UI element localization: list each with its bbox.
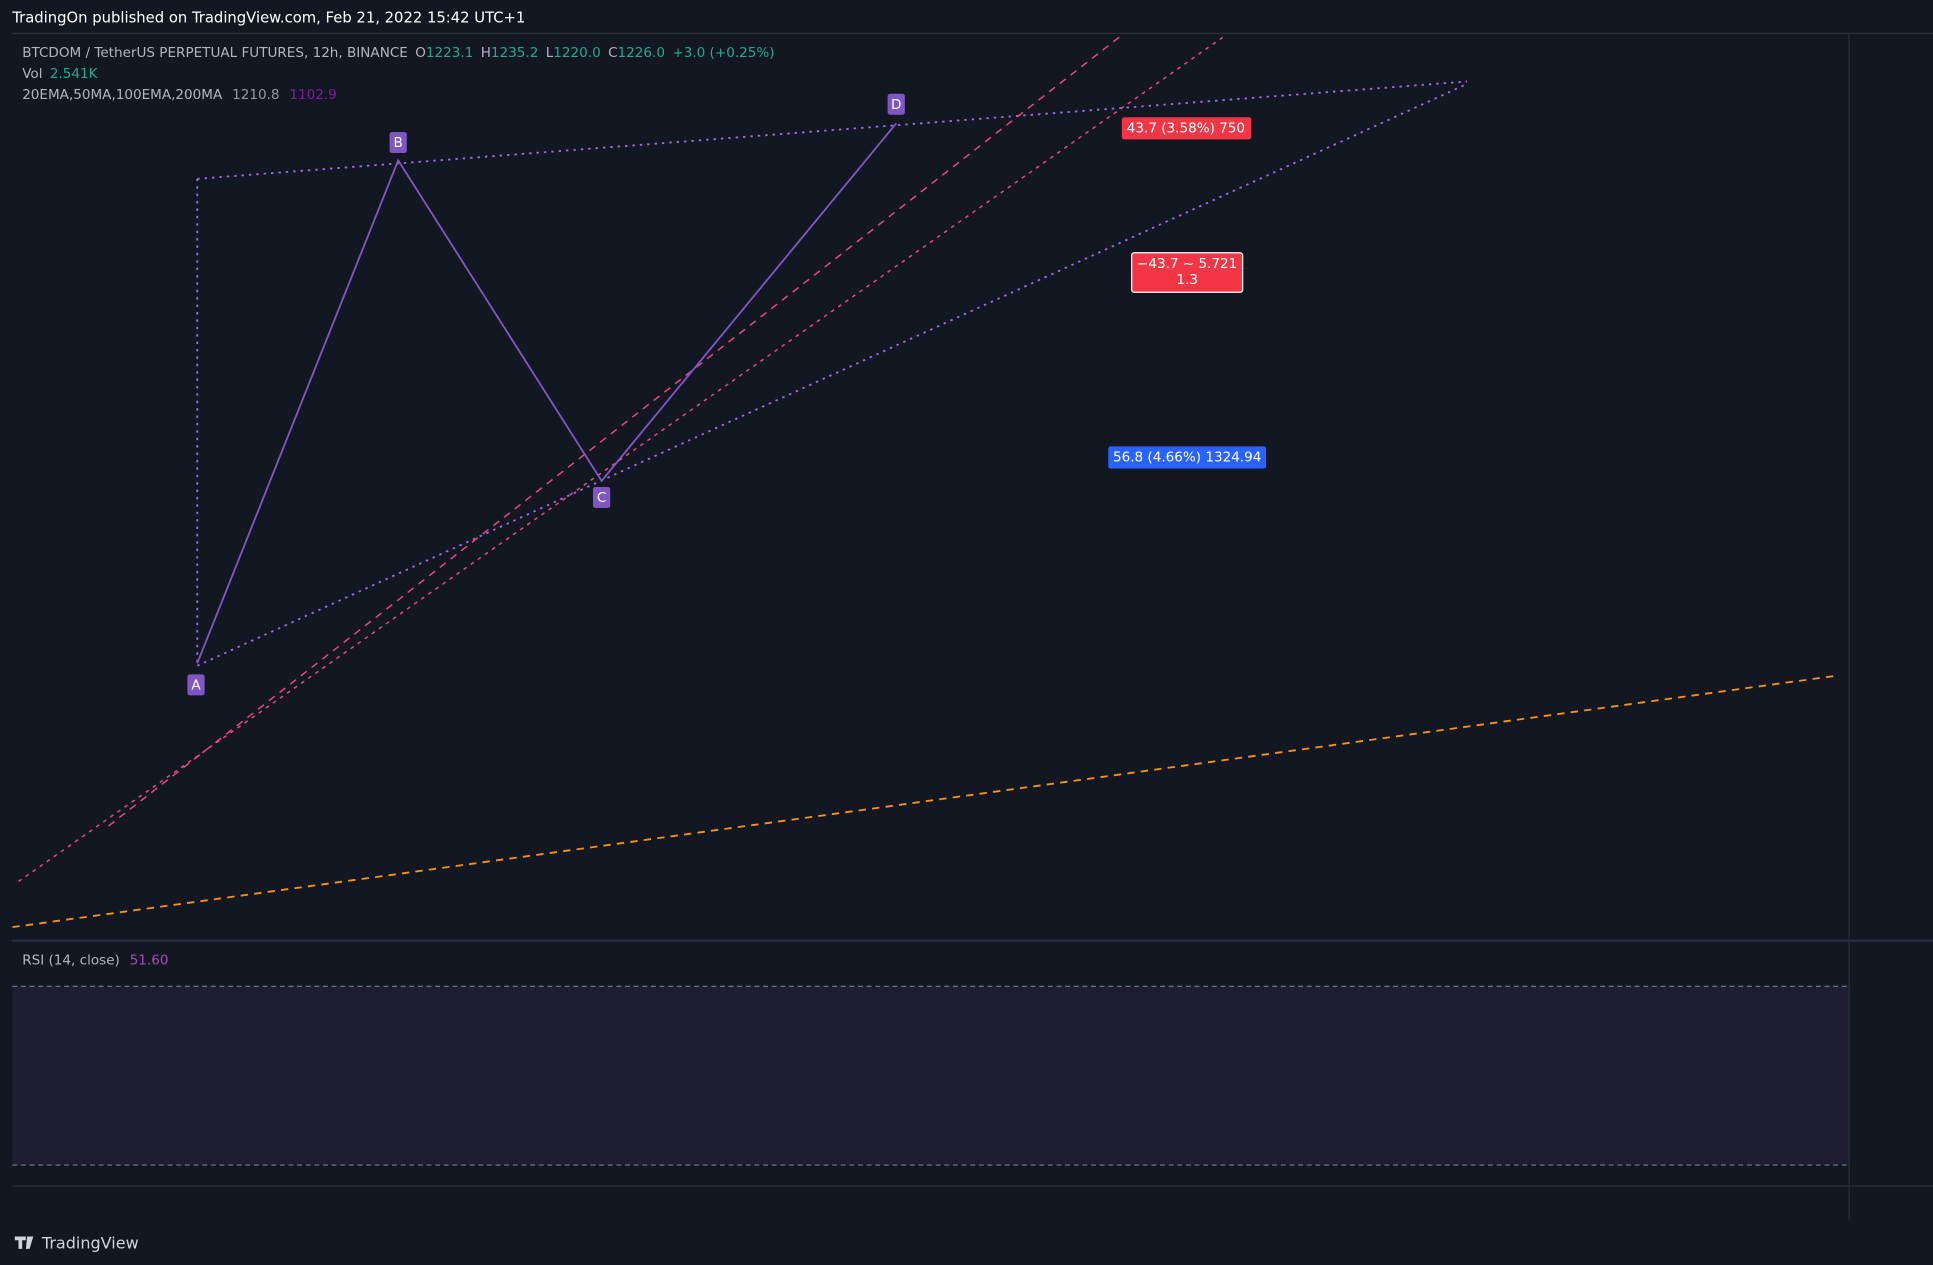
ohlc-value: 1235.2 [491,45,538,61]
trend-line [12,674,1837,929]
ohlc-key: C [608,45,617,61]
symbol: BTCDOM / TetherUS PERPETUAL FUTURES, 12h… [22,45,408,61]
ma-value: 1210.8 [232,87,279,103]
pattern-label: C [597,490,606,506]
label-box [1108,446,1267,469]
stop-label: 43.7 (3.58%) 750 [1127,120,1245,136]
ratio-label: 1.3 [1176,272,1198,288]
pattern-label: B [394,135,403,151]
trend-line [197,80,1468,180]
pattern-point [887,93,905,115]
ohlc-value: 1226.0 [618,45,665,61]
publisher: TradingOn published on TradingView.com, … [11,10,525,27]
ohlc-value: 1223.1 [426,45,473,61]
rsi-legend: RSI (14, close) 51.60 [22,952,168,968]
risk-label: −43.7 ~ 5.721 [1137,256,1237,272]
ma-value: 1102.9 [289,87,336,103]
volume-value: 2.541K [50,66,99,82]
pattern-label: D [891,97,901,113]
pattern-label: A [191,678,201,694]
rsi-band [12,986,1850,1166]
ohlc-key: L [546,45,554,61]
ohlc-key: O [415,45,426,61]
pattern-point [592,487,611,508]
rsi-value: 51.60 [130,952,169,968]
pattern-labels: A B C D [187,93,905,696]
footer: TradingView [14,1233,139,1252]
label-box [1121,117,1252,140]
volume-legend: Vol 2.541K [22,66,98,82]
brand: TradingView [41,1233,139,1252]
ma-name: 20EMA,50MA,100EMA,200MA [22,87,223,103]
ohlc-change: +3.0 (+0.25%) [672,45,774,61]
ohlc-value: 1220.0 [553,45,600,61]
ma-legend: 20EMA,50MA,100EMA,200MA 1210.8 1102.9 [22,87,337,103]
xabcd-pattern [196,122,897,664]
volume-name: Vol [22,66,42,82]
pattern-point [389,131,407,153]
rsi-name: RSI (14, close) [22,952,120,968]
pattern-point [187,674,205,696]
trend-line [108,36,1120,827]
label-box [1131,252,1244,293]
ohlc-key: H [481,45,491,61]
legend-title: BTCDOM / TetherUS PERPETUAL FUTURES, 12h… [22,45,774,61]
drawings [12,33,1837,929]
logo [14,1236,34,1249]
target-label: 56.8 (4.66%) 1324.94 [1113,449,1261,465]
